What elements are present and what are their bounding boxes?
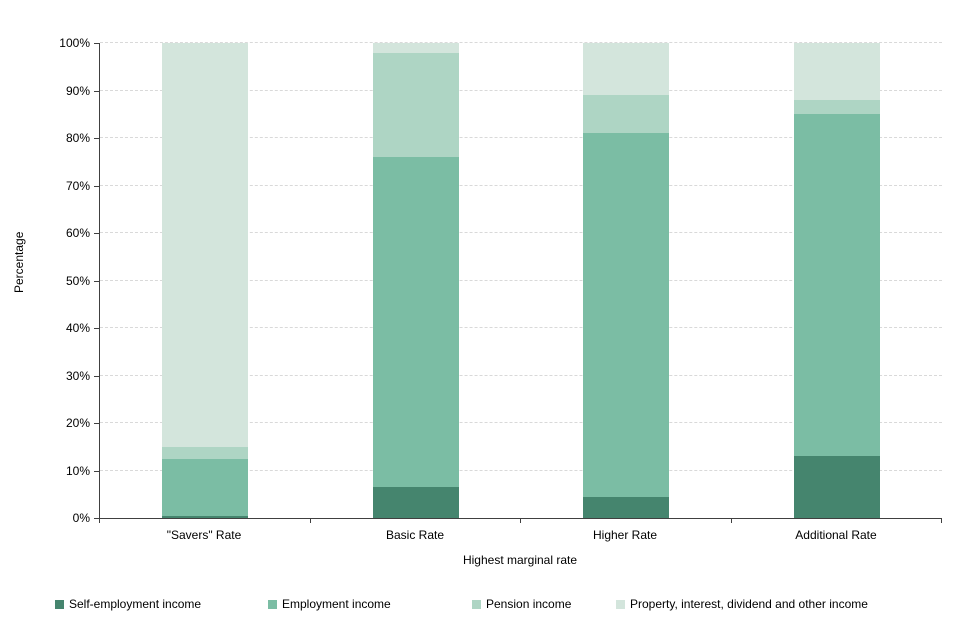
legend-item-pension-income: Pension income <box>472 597 571 611</box>
legend-swatch-property-icon <box>616 599 625 609</box>
y-axis-tick <box>94 375 99 377</box>
bar-segment <box>583 95 670 134</box>
x-axis-title: Highest marginal rate <box>462 553 578 567</box>
x-tick-label-higher-rate: Higher Rate <box>592 528 658 542</box>
bar-segment <box>162 515 249 518</box>
plot-area <box>99 42 942 519</box>
legend-swatch-self-employment-icon <box>55 599 64 609</box>
y-axis-tick-label: 50% <box>65 273 90 288</box>
y-axis-tick-label: 0% <box>72 511 90 525</box>
bar-segment <box>372 487 459 518</box>
gridline <box>100 469 942 471</box>
y-axis-tick-label: 60% <box>65 226 90 240</box>
x-axis-tick <box>730 519 732 523</box>
gridline <box>100 42 942 43</box>
gridline <box>100 137 942 138</box>
y-axis-tick-label: 70% <box>65 178 90 193</box>
x-tick-label-basic-rate: Basic Rate <box>385 528 445 542</box>
bar-segment <box>372 52 459 157</box>
x-axis-tick <box>941 519 942 523</box>
y-axis-tick-label: 10% <box>65 463 90 478</box>
bar-segment <box>162 458 249 516</box>
y-axis-tick <box>94 233 99 234</box>
y-axis-tick-label: 20% <box>65 416 90 430</box>
y-axis-tick <box>94 43 99 44</box>
gridline <box>100 232 942 233</box>
legend-label: Self-employment income <box>69 597 202 611</box>
bar-segment <box>162 43 249 447</box>
bar-segment <box>372 157 459 488</box>
y-axis-tick-label: 100% <box>59 36 90 50</box>
bar-segment <box>793 43 880 100</box>
y-axis-tick <box>94 185 99 187</box>
y-axis-tick <box>94 518 99 519</box>
y-axis-tick-label: 80% <box>65 131 90 145</box>
bar-segment <box>162 446 249 459</box>
legend-label: Employment income <box>282 597 391 611</box>
legend-item-self-employment-income: Self-employment income <box>55 597 201 611</box>
bar-segment <box>372 43 459 53</box>
gridline <box>100 422 942 423</box>
y-axis-tick <box>94 90 99 92</box>
x-axis-tick <box>309 519 311 523</box>
legend-label: Property, interest, dividend and other i… <box>630 597 868 611</box>
gridline <box>100 89 942 91</box>
bar-segment <box>583 43 670 96</box>
x-axis-tick <box>520 519 521 523</box>
legend-item-employment-income: Employment income <box>268 597 391 611</box>
gridline <box>100 374 942 376</box>
bar-segment <box>793 100 880 115</box>
y-axis-tick-label: 40% <box>65 321 90 335</box>
y-axis-tick <box>94 423 99 424</box>
legend-swatch-employment-icon <box>268 599 277 609</box>
y-axis-tick <box>94 328 99 329</box>
bar-segment <box>793 114 880 457</box>
y-axis-tick <box>94 138 99 139</box>
bar-segment <box>583 496 670 518</box>
y-axis-tick <box>94 280 99 282</box>
gridline <box>100 279 942 281</box>
x-tick-label-additional-rate: Additional Rate <box>795 528 877 542</box>
x-axis-tick <box>99 519 100 523</box>
legend-label: Pension income <box>486 597 572 611</box>
y-axis-tick <box>94 470 99 472</box>
bar-segment <box>793 456 880 518</box>
y-axis-tick-label: 90% <box>65 83 90 98</box>
legend-swatch-pension-icon <box>472 599 481 609</box>
gridline <box>100 327 942 328</box>
x-tick-label-savers-rate: "Savers" Rate <box>166 528 242 542</box>
bar-segment <box>583 133 670 497</box>
legend-item-property-interest-dividend-other-income: Property, interest, dividend and other i… <box>616 597 868 611</box>
gridline <box>100 184 942 186</box>
y-axis-tick-label: 30% <box>65 368 90 383</box>
